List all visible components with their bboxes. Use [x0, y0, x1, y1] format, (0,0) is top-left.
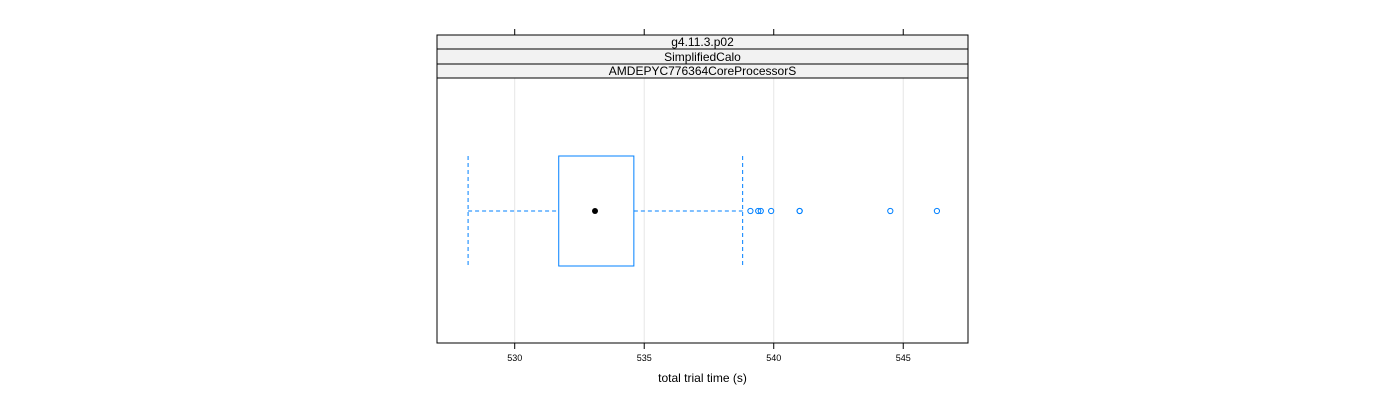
outlier-point-6	[887, 207, 894, 215]
tick-label-540: 540	[766, 353, 781, 363]
strip-1-label: SimplifiedCalo	[664, 50, 741, 64]
tick-label-530: 530	[507, 353, 522, 363]
tick-label-545: 545	[896, 353, 911, 363]
median-point	[592, 208, 599, 214]
boxplot-group	[467, 155, 744, 267]
outlier-point-7	[933, 207, 941, 215]
strip-headers: g4.11.3.p02 SimplifiedCalo AMDEPYC776364…	[436, 34, 969, 79]
x-tick-labels: 530 535 540 545	[507, 353, 911, 363]
outlier-point-3	[768, 207, 775, 215]
outlier-point-2	[757, 207, 764, 215]
outlier-point-0	[747, 207, 754, 215]
x-axis-label: total trial time (s)	[658, 371, 747, 385]
box-iqr	[558, 155, 635, 267]
panel-frame	[436, 77, 969, 344]
outlier-points	[747, 207, 941, 215]
tick-label-535: 535	[637, 353, 652, 363]
bottom-axis-ticks	[514, 343, 904, 349]
outlier-point-1	[755, 207, 762, 215]
outlier-point-5	[796, 207, 803, 215]
top-axis-ticks	[514, 29, 904, 35]
strip-0-label: g4.11.3.p02	[671, 35, 734, 49]
strip-2-label: AMDEPYC776364CoreProcessorS	[609, 64, 796, 78]
grid-lines	[514, 78, 904, 343]
